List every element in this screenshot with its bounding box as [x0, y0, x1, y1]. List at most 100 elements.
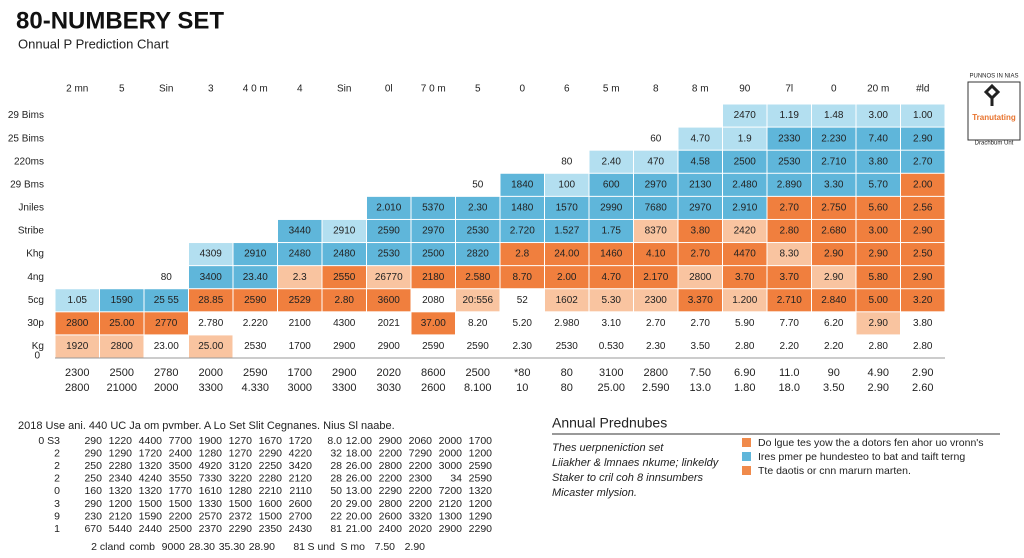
table-cell: 2120 — [289, 473, 313, 485]
cell — [545, 243, 589, 266]
table-footer: 35.30 — [219, 541, 245, 553]
cell-text: 2.70 — [691, 249, 711, 260]
cell-text: 2.20 — [824, 341, 844, 352]
cell-text: 25.00 — [198, 341, 223, 352]
column-label: 5 — [119, 84, 125, 95]
cell — [678, 266, 722, 289]
cell — [901, 150, 945, 173]
cell — [678, 219, 722, 243]
table-cell: 2700 — [289, 510, 313, 522]
bottom-value: 2780 — [154, 367, 178, 379]
cell-text: 2021 — [378, 318, 401, 329]
bottom-value: 2500 — [466, 367, 490, 379]
cell — [367, 219, 411, 243]
cell — [144, 335, 188, 358]
cell-text: 2530 — [244, 341, 267, 352]
cell — [678, 127, 722, 150]
cell — [278, 335, 322, 358]
table-cell: 3420 — [289, 460, 313, 472]
cell-text: 2.8 — [515, 249, 529, 260]
table-cell: 2200 — [169, 510, 193, 522]
table-cell: 1320 — [139, 485, 163, 497]
table-cell: 1590 — [139, 510, 163, 522]
cell-text: 2.90 — [913, 133, 933, 144]
table-cell: 2440 — [139, 523, 163, 535]
cell — [233, 289, 277, 312]
cell — [634, 173, 678, 196]
cell — [144, 312, 188, 335]
bottom-value: *80 — [514, 367, 531, 379]
cell — [589, 335, 633, 358]
cell-text: 2100 — [289, 318, 312, 329]
column-label: 90 — [739, 84, 751, 95]
logo-center: Tranutating — [972, 113, 1016, 122]
cell — [411, 335, 455, 358]
bottom-value: 90 — [828, 367, 840, 379]
cell-text: 2820 — [467, 249, 490, 260]
cell-text: 2530 — [556, 341, 579, 352]
table-cell: 2350 — [259, 523, 283, 535]
column-label: 3 — [208, 84, 214, 95]
cell-text: 5.70 — [869, 179, 889, 190]
table-cell: 2200 — [409, 498, 433, 510]
cell-text: 2.20 — [780, 341, 800, 352]
cell-text: 2.710 — [821, 156, 846, 167]
table-cell: 2590 — [469, 473, 493, 485]
cell-text: 2470 — [734, 110, 757, 121]
table-cell: 1500 — [139, 498, 163, 510]
table-cell: 2800 — [379, 460, 403, 472]
cell-text: 2.30 — [646, 341, 666, 352]
cell — [901, 104, 945, 127]
table-cell: 3550 — [169, 473, 193, 485]
bottom-value: 2500 — [110, 367, 134, 379]
table-cell: 230 — [84, 510, 102, 522]
note-line: Liiakher & lmnaes nkume; linkeldy — [552, 457, 720, 469]
cell — [322, 312, 366, 335]
cell-text: 50 — [472, 179, 484, 190]
table-cell: 32 — [330, 447, 342, 459]
cell-text: 3.80 — [691, 226, 711, 237]
table-cell: 1200 — [469, 447, 493, 459]
legend-label: Do lgue tes yow the a dotors fen ahor uo… — [758, 437, 984, 449]
bottom-value: 2590 — [243, 367, 267, 379]
cell-text: 80 — [161, 272, 173, 283]
table-cell: 3220 — [229, 473, 253, 485]
cell-text: 1.75 — [602, 226, 622, 237]
cell — [856, 243, 900, 266]
cell — [500, 196, 544, 219]
cell — [723, 243, 767, 266]
cell-text: 5.60 — [869, 203, 889, 214]
cell — [812, 335, 856, 358]
cell — [233, 335, 277, 358]
cell-text: 8370 — [645, 226, 668, 237]
cell-text: 24.00 — [554, 249, 579, 260]
table-cell: 2600 — [289, 498, 313, 510]
cell — [456, 335, 500, 358]
bottom-value: 8600 — [421, 367, 445, 379]
bottom-value: 10 — [516, 382, 528, 394]
bottom-value: 80 — [561, 367, 573, 379]
cell-text: 2.40 — [602, 156, 622, 167]
cell — [901, 289, 945, 312]
cell — [634, 196, 678, 219]
cell-text: 1.527 — [554, 226, 579, 237]
cell — [634, 243, 678, 266]
cell — [767, 219, 811, 243]
table-cell: 1320 — [469, 485, 493, 497]
cell-text: 3.80 — [869, 156, 889, 167]
legend-label: Ires pmer pe hundesteo to bat and taift … — [758, 451, 965, 463]
table-cell: 2 — [54, 460, 60, 472]
cell — [189, 335, 233, 358]
cell — [233, 243, 277, 266]
cell-text: 2.56 — [913, 203, 933, 214]
cell-text: 2530 — [467, 226, 490, 237]
table-cell: 34 — [450, 473, 462, 485]
bottom-value: 1700 — [288, 367, 312, 379]
row-label: 220ms — [14, 156, 44, 167]
cell-text: 2.580 — [465, 272, 490, 283]
legend-swatch — [742, 438, 751, 447]
cell-text: 2.80 — [913, 341, 933, 352]
cell-text: 2.80 — [735, 341, 755, 352]
cell-text: 2800 — [66, 318, 89, 329]
cell-text: 1920 — [66, 341, 89, 352]
